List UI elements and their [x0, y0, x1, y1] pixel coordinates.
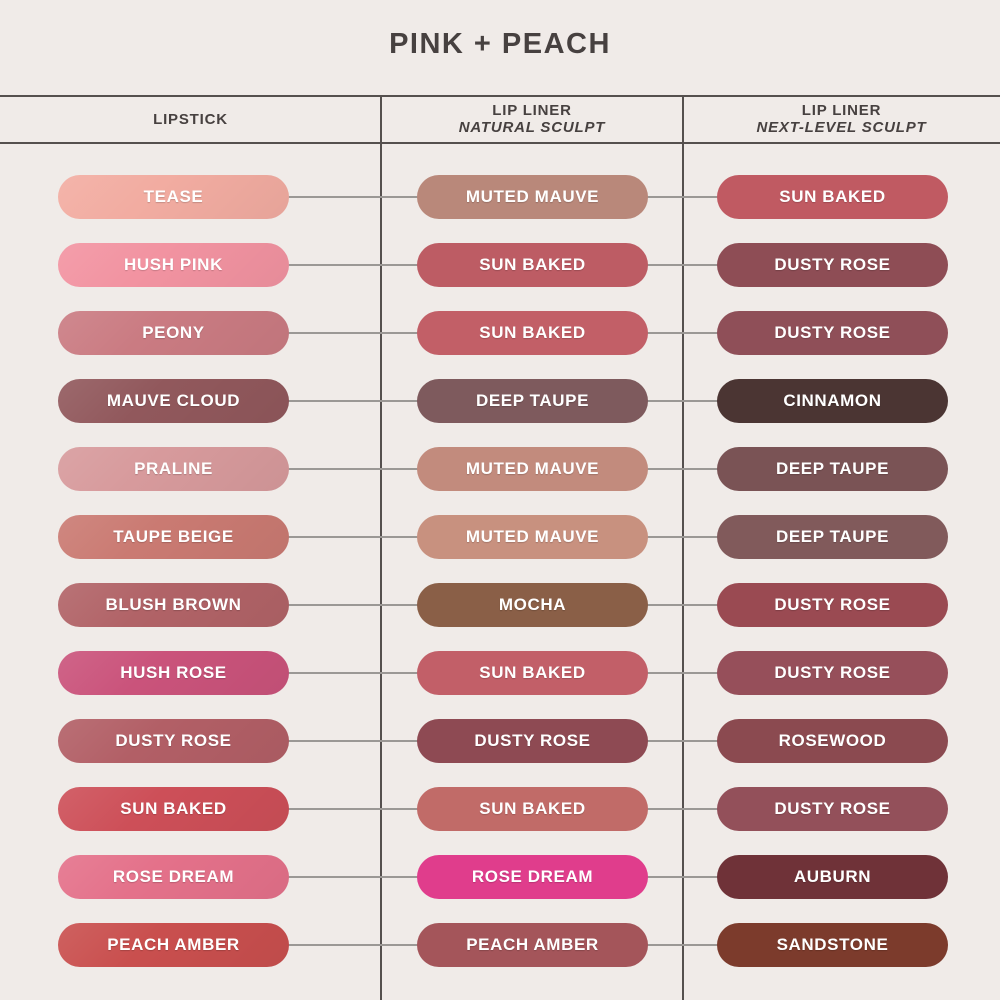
connector-lipstick-to-natural — [286, 740, 420, 742]
connector-natural-to-next-level — [645, 876, 720, 878]
connector-lipstick-to-natural — [286, 468, 420, 470]
connector-natural-to-next-level — [645, 944, 720, 946]
column-header-next-level-sculpt: LIP LINER NEXT-LEVEL SCULPT — [683, 96, 1000, 142]
connector-lipstick-to-natural — [286, 332, 420, 334]
natural-sculpt-swatch: SUN BAKED — [417, 787, 648, 831]
next-level-sculpt-swatch: SANDSTONE — [717, 923, 948, 967]
lipstick-swatch: DUSTY ROSE — [58, 719, 289, 763]
next-level-sculpt-swatch: DEEP TAUPE — [717, 447, 948, 491]
column-divider-2 — [682, 95, 684, 1000]
page-title: PINK + PEACH — [389, 28, 611, 60]
connector-natural-to-next-level — [645, 196, 720, 198]
natural-sculpt-swatch: MUTED MAUVE — [417, 447, 648, 491]
connector-natural-to-next-level — [645, 400, 720, 402]
connector-lipstick-to-natural — [286, 672, 420, 674]
connector-natural-to-next-level — [645, 332, 720, 334]
connector-natural-to-next-level — [645, 264, 720, 266]
lipstick-swatch: PEACH AMBER — [58, 923, 289, 967]
natural-sculpt-swatch: DEEP TAUPE — [417, 379, 648, 423]
connector-natural-to-next-level — [645, 604, 720, 606]
column-header-line1: LIPSTICK — [153, 110, 228, 128]
connector-natural-to-next-level — [645, 468, 720, 470]
lipstick-swatch: HUSH ROSE — [58, 651, 289, 695]
next-level-sculpt-swatch: DUSTY ROSE — [717, 311, 948, 355]
connector-natural-to-next-level — [645, 808, 720, 810]
column-header-line1: LIP LINER — [801, 102, 882, 119]
connector-lipstick-to-natural — [286, 944, 420, 946]
column-header-lipstick: LIPSTICK — [0, 96, 381, 142]
connector-lipstick-to-natural — [286, 876, 420, 878]
natural-sculpt-swatch: MUTED MAUVE — [417, 515, 648, 559]
natural-sculpt-swatch: ROSE DREAM — [417, 855, 648, 899]
next-level-sculpt-swatch: DUSTY ROSE — [717, 583, 948, 627]
lipstick-swatch: TEASE — [58, 175, 289, 219]
next-level-sculpt-swatch: DUSTY ROSE — [717, 787, 948, 831]
column-header-line1: LIP LINER — [492, 102, 572, 119]
natural-sculpt-swatch: SUN BAKED — [417, 651, 648, 695]
column-header-natural-sculpt: LIP LINER NATURAL SCULPT — [381, 96, 683, 142]
lipstick-swatch: PRALINE — [58, 447, 289, 491]
natural-sculpt-swatch: PEACH AMBER — [417, 923, 648, 967]
lipstick-swatch: BLUSH BROWN — [58, 583, 289, 627]
natural-sculpt-swatch: DUSTY ROSE — [417, 719, 648, 763]
lipstick-swatch: SUN BAKED — [58, 787, 289, 831]
lipstick-swatch: PEONY — [58, 311, 289, 355]
connector-natural-to-next-level — [645, 672, 720, 674]
natural-sculpt-swatch: SUN BAKED — [417, 243, 648, 287]
connector-lipstick-to-natural — [286, 196, 420, 198]
connector-lipstick-to-natural — [286, 536, 420, 538]
natural-sculpt-swatch: MOCHA — [417, 583, 648, 627]
next-level-sculpt-swatch: ROSEWOOD — [717, 719, 948, 763]
next-level-sculpt-swatch: AUBURN — [717, 855, 948, 899]
next-level-sculpt-swatch: DEEP TAUPE — [717, 515, 948, 559]
connector-lipstick-to-natural — [286, 400, 420, 402]
next-level-sculpt-swatch: SUN BAKED — [717, 175, 948, 219]
column-divider-1 — [380, 95, 382, 1000]
header-bottom-rule — [0, 142, 1000, 144]
natural-sculpt-swatch: MUTED MAUVE — [417, 175, 648, 219]
lipstick-swatch: TAUPE BEIGE — [58, 515, 289, 559]
connector-lipstick-to-natural — [286, 604, 420, 606]
lipstick-swatch: ROSE DREAM — [58, 855, 289, 899]
next-level-sculpt-swatch: CINNAMON — [717, 379, 948, 423]
connector-lipstick-to-natural — [286, 264, 420, 266]
natural-sculpt-swatch: SUN BAKED — [417, 311, 648, 355]
connector-natural-to-next-level — [645, 536, 720, 538]
next-level-sculpt-swatch: DUSTY ROSE — [717, 243, 948, 287]
column-header-line2: NATURAL SCULPT — [458, 119, 606, 136]
column-header-line2: NEXT-LEVEL SCULPT — [756, 119, 927, 136]
header-top-rule — [0, 95, 1000, 97]
lipstick-swatch: MAUVE CLOUD — [58, 379, 289, 423]
next-level-sculpt-swatch: DUSTY ROSE — [717, 651, 948, 695]
connector-natural-to-next-level — [645, 740, 720, 742]
lipstick-swatch: HUSH PINK — [58, 243, 289, 287]
connector-lipstick-to-natural — [286, 808, 420, 810]
